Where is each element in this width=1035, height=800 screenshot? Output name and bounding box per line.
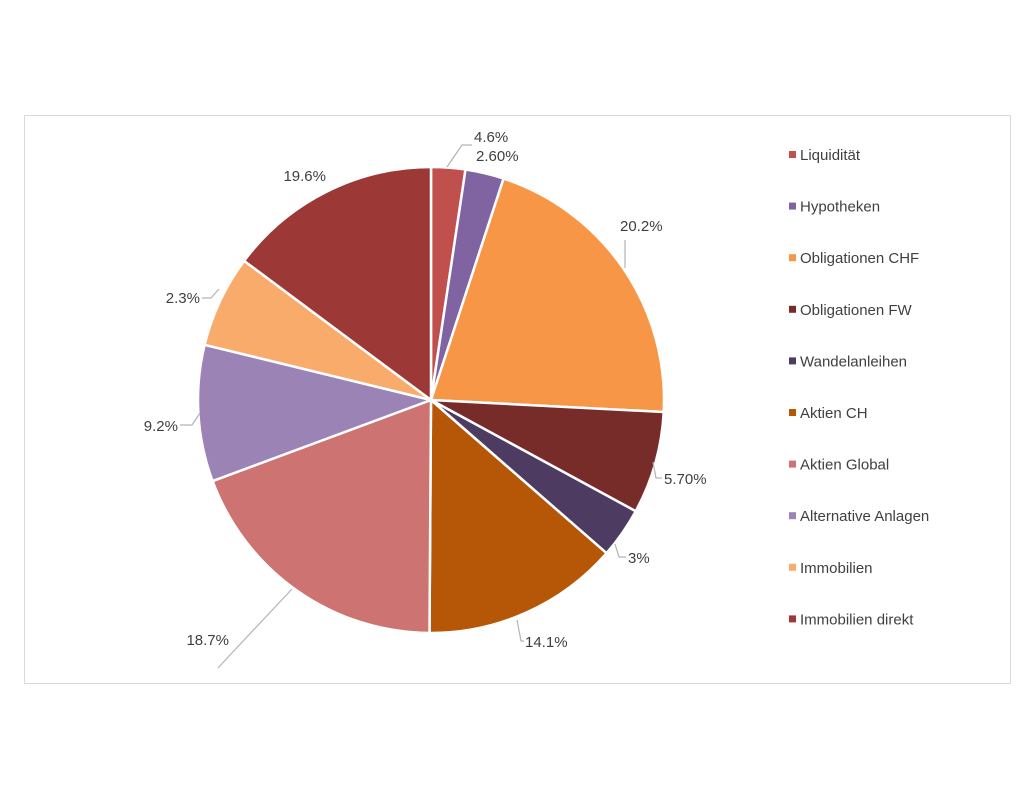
pie-slice-aktien-ch bbox=[428, 397, 609, 635]
legend-item-immobilien: Immobilien bbox=[789, 560, 873, 577]
leader-lines bbox=[180, 144, 662, 669]
legend-swatch-immobilien bbox=[789, 563, 796, 571]
data-label-liquiditaet: 4.6% bbox=[474, 129, 508, 146]
legend-swatch-wandelanleihen bbox=[789, 357, 796, 365]
legend-label-aktien-global: Aktien Global bbox=[800, 457, 889, 474]
legend-label-immobilien: Immobilien bbox=[800, 560, 873, 577]
legend-swatch-liquiditaet bbox=[789, 151, 796, 158]
leader-line-aktien-ch bbox=[516, 619, 524, 642]
legend-item-alternative-anlagen: Alternative Anlagen bbox=[789, 508, 929, 525]
legend-swatch-hypotheken bbox=[789, 202, 796, 210]
legend-swatch-aktien-ch bbox=[789, 409, 796, 416]
pie-slice-immobilien-direkt bbox=[242, 165, 433, 403]
leader-line-obligationen-fw bbox=[652, 461, 662, 479]
data-label-obligationen-fw: 5.70% bbox=[664, 471, 707, 488]
leader-line-alternative-anlagen bbox=[180, 412, 201, 426]
pie-slice-obligationen-fw bbox=[430, 398, 666, 513]
leader-line-liquiditaet bbox=[446, 144, 472, 168]
legend-item-wandelanleihen: Wandelanleihen bbox=[789, 353, 907, 370]
legend-item-aktien-global: Aktien Global bbox=[789, 457, 889, 474]
pie-slice-obligationen-chf bbox=[429, 177, 666, 414]
data-label-aktien-ch: 14.1% bbox=[525, 634, 568, 651]
legend-label-liquiditaet: Liquidität bbox=[800, 147, 861, 164]
legend-swatch-obligationen-fw bbox=[789, 305, 796, 313]
legend-swatch-aktien-global bbox=[789, 460, 796, 468]
legend: Liquidität Hypotheken Obligationen CHF Obli… bbox=[789, 147, 929, 628]
legend-swatch-immobilien-direkt bbox=[789, 615, 796, 623]
pie-slice-aktien-global bbox=[210, 398, 433, 635]
legend-label-hypotheken: Hypotheken bbox=[800, 199, 880, 216]
leader-line-wandelanleihen bbox=[614, 543, 626, 558]
chart-area bbox=[24, 115, 1011, 684]
data-label-hypotheken: 2.60% bbox=[476, 148, 519, 165]
data-label-obligationen-chf: 20.2% bbox=[620, 218, 663, 235]
legend-item-immobilien-direkt: Immobilien direkt bbox=[789, 611, 914, 628]
data-label-alternative-anlagen: 9.2% bbox=[144, 418, 178, 435]
legend-item-obligationen-chf: Obligationen CHF bbox=[789, 250, 919, 267]
legend-item-obligationen-fw: Obligationen FW bbox=[789, 302, 913, 319]
pie-slice-alternative-anlagen bbox=[196, 343, 436, 483]
legend-label-aktien-ch: Aktien CH bbox=[800, 405, 868, 422]
legend-label-wandelanleihen: Wandelanleihen bbox=[800, 353, 907, 370]
legend-label-obligationen-fw: Obligationen FW bbox=[800, 302, 913, 319]
data-label-wandelanleihen: 3% bbox=[628, 550, 650, 567]
leader-line-aktien-global bbox=[217, 588, 293, 669]
legend-item-aktien-ch: Aktien CH bbox=[789, 405, 868, 422]
pie-slices bbox=[196, 165, 666, 635]
legend-label-alternative-anlagen: Alternative Anlagen bbox=[800, 508, 929, 525]
data-label-immobilien: 2.3% bbox=[166, 290, 200, 307]
data-label-aktien-global: 18.7% bbox=[186, 632, 229, 649]
data-labels: 4.6% 2.60% 20.2% 5.70% 3% 14.1% 18.7% 9.2% 2.3% 1… bbox=[144, 129, 707, 651]
data-label-immobilien-direkt: 19.6% bbox=[283, 168, 326, 185]
legend-swatch-alternative-anlagen bbox=[789, 512, 796, 520]
legend-label-immobilien-direkt: Immobilien direkt bbox=[800, 611, 914, 628]
legend-label-obligationen-chf: Obligationen CHF bbox=[800, 250, 919, 267]
legend-item-liquiditaet: Liquidität bbox=[789, 147, 861, 164]
leader-line-immobilien bbox=[202, 288, 220, 299]
legend-item-hypotheken: Hypotheken bbox=[789, 199, 880, 216]
legend-swatch-obligationen-chf bbox=[789, 254, 796, 262]
